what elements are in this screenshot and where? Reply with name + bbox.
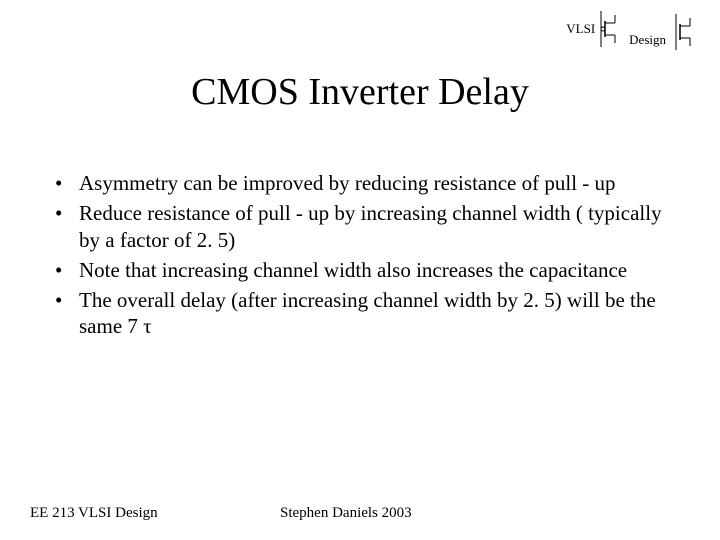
bullet-item: Reduce resistance of pull - up by increa… bbox=[55, 200, 665, 253]
logo-left-block: VLSI bbox=[566, 11, 625, 47]
logo-design-text: Design bbox=[629, 32, 666, 47]
nmos-transistor-icon bbox=[670, 14, 700, 50]
bullet-item: The overall delay (after increasing chan… bbox=[55, 287, 665, 340]
footer-course: EE 213 VLSI Design bbox=[0, 505, 280, 522]
bullet-item: Asymmetry can be improved by reducing re… bbox=[55, 170, 665, 196]
footer: EE 213 VLSI Design Stephen Daniels 2003 bbox=[0, 505, 720, 522]
header-logo: VLSI Design bbox=[566, 8, 700, 49]
logo-right-block: Design bbox=[629, 8, 700, 49]
bullet-item: Note that increasing channel width also … bbox=[55, 257, 665, 283]
footer-author: Stephen Daniels 2003 bbox=[280, 505, 412, 522]
slide-title: CMOS Inverter Delay bbox=[0, 70, 720, 114]
pmos-transistor-icon bbox=[595, 11, 625, 47]
bullet-list: Asymmetry can be improved by reducing re… bbox=[55, 170, 665, 344]
logo-vlsi-text: VLSI bbox=[566, 21, 595, 37]
